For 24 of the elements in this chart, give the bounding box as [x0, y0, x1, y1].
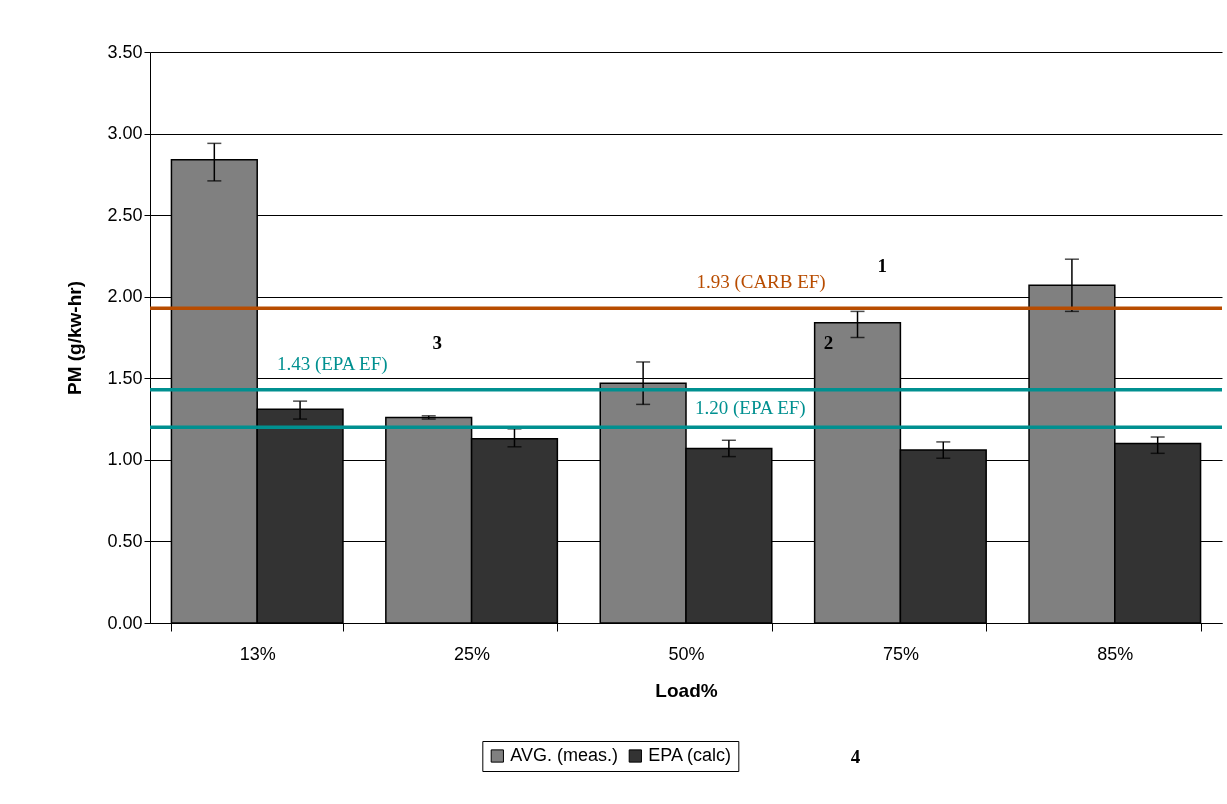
text: 4 [850, 746, 861, 768]
x-tick-label: 75% [882, 643, 919, 664]
y-tick-label: 3.50 [107, 41, 143, 62]
legend-label: EPA (calc) [648, 745, 732, 765]
x-tick-label: 50% [668, 643, 705, 664]
y-tick-label: 1.00 [107, 449, 143, 470]
legend-label: AVG. (meas.) [510, 745, 619, 765]
annotation: 2 [823, 332, 834, 354]
x-axis-title: Load% [655, 679, 718, 701]
x-tick-label: 85% [1097, 643, 1134, 664]
y-axis-title: PM (g/kw-hr) [64, 281, 86, 395]
annotation: 3 [432, 332, 443, 354]
ref-line-label: 1.43 (EPA EF) [276, 352, 388, 375]
y-tick-label: 0.50 [107, 530, 143, 551]
ref-line-label: 1.93 (CARB EF) [696, 271, 826, 294]
x-tick-label: 25% [454, 643, 491, 664]
x-tick-label: 13% [239, 643, 276, 664]
ref-line-label: 1.20 (EPA EF) [694, 397, 806, 420]
y-tick-label: 2.50 [107, 204, 143, 225]
y-tick-label: 2.00 [107, 286, 143, 307]
y-tick-label: 3.00 [107, 123, 143, 144]
y-tick-label: 1.50 [107, 367, 143, 388]
annotation: 1 [877, 255, 887, 277]
y-tick-label: 0.00 [107, 612, 143, 633]
